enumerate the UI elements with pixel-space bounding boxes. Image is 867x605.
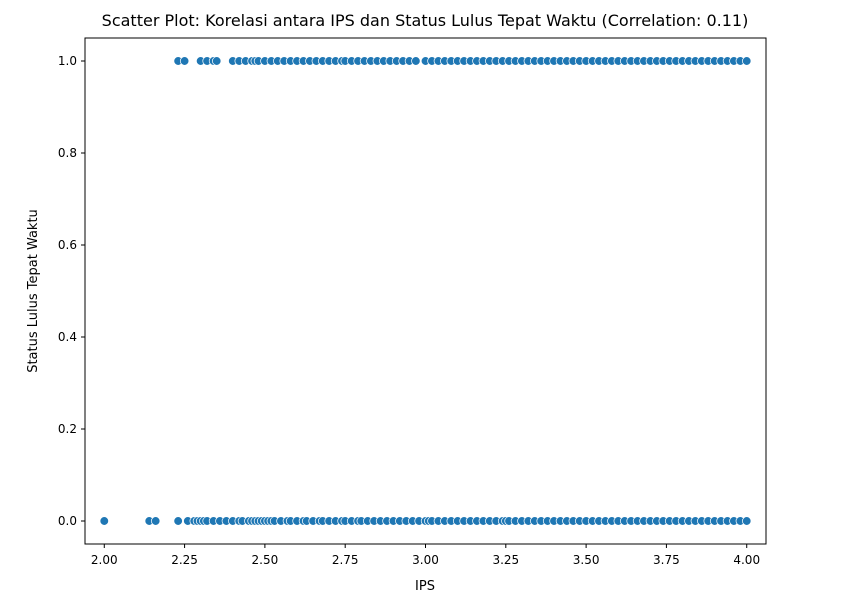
- data-point: [212, 56, 222, 66]
- data-point: [411, 56, 421, 66]
- x-axis-label: IPS: [415, 579, 435, 594]
- data-point: [742, 56, 752, 66]
- data-point: [173, 516, 183, 526]
- x-tick-label: 2.25: [171, 553, 198, 567]
- y-tick-label: 0.0: [58, 514, 77, 528]
- data-point: [99, 516, 109, 526]
- x-tick-label: 4.00: [733, 553, 760, 567]
- x-tick-label: 3.75: [653, 553, 680, 567]
- y-axis-label: Status Lulus Tepat Waktu: [26, 209, 41, 373]
- x-axis: 2.00 2.25 2.50 2.75 3.00 3.25 3.50 3.75 4.00: [91, 544, 760, 567]
- y-tick-label: 0.8: [58, 146, 77, 160]
- x-tick-label: 3.50: [573, 553, 600, 567]
- x-tick-label: 3.25: [492, 553, 519, 567]
- data-point: [151, 516, 161, 526]
- x-tick-label: 2.50: [252, 553, 279, 567]
- x-tick-label: 2.75: [332, 553, 359, 567]
- y-tick-label: 0.4: [58, 330, 77, 344]
- y-axis: 0.0 0.2 0.4 0.6 0.8 1.0: [58, 54, 85, 528]
- x-tick-label: 2.00: [91, 553, 118, 567]
- data-point: [179, 56, 190, 66]
- y-tick-label: 1.0: [58, 54, 77, 68]
- y-tick-label: 0.6: [58, 238, 77, 252]
- x-tick-label: 3.00: [412, 553, 439, 567]
- chart-title: Scatter Plot: Korelasi antara IPS dan St…: [102, 11, 749, 30]
- data-points: [99, 56, 752, 526]
- y-tick-label: 0.2: [58, 422, 77, 436]
- data-point: [742, 516, 752, 526]
